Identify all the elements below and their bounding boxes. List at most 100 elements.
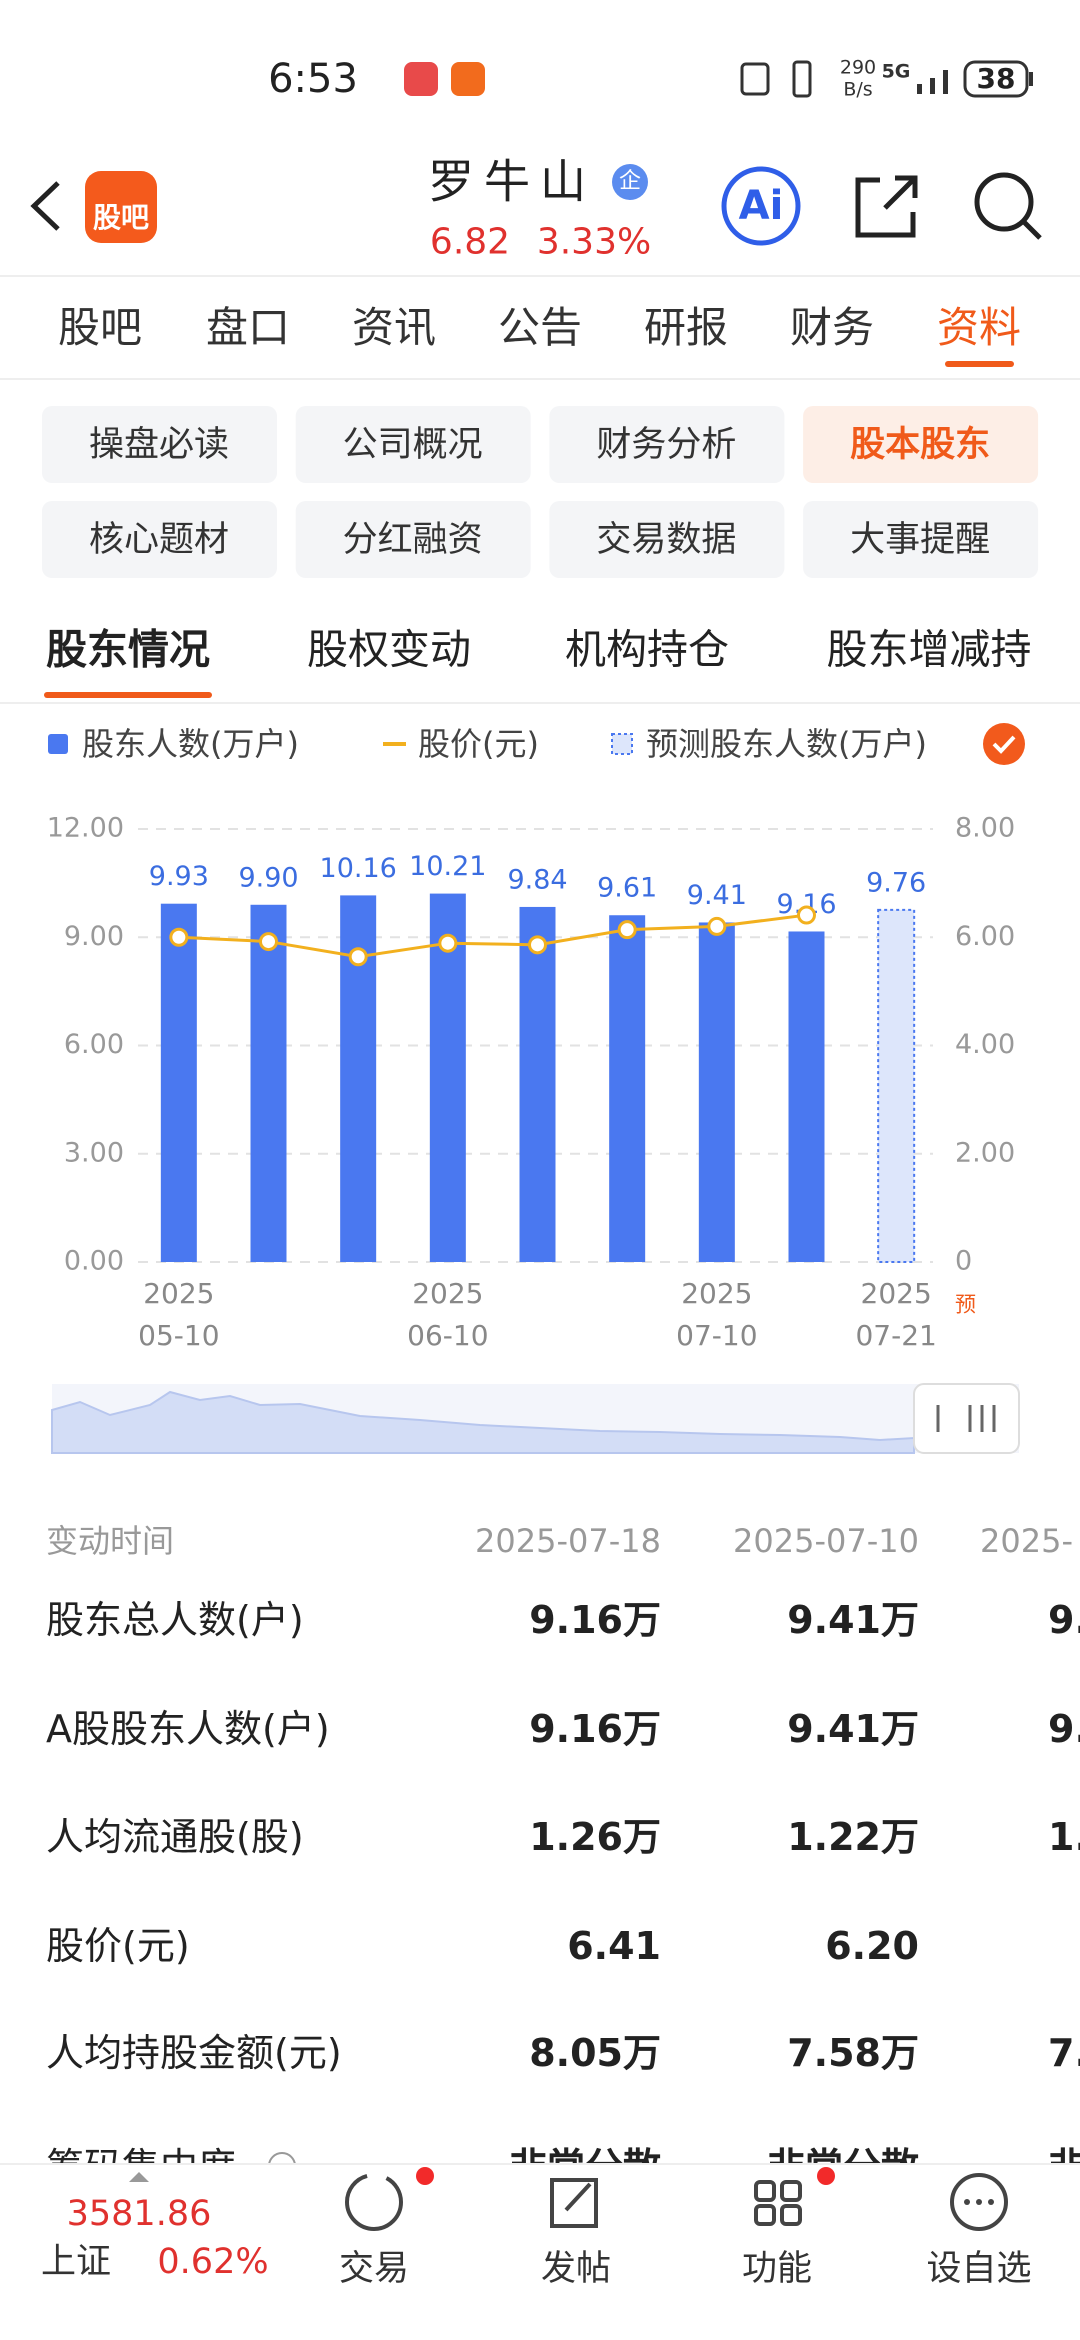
menu-button[interactable]: 股本股东 xyxy=(850,425,991,465)
value-label: 9.84 xyxy=(507,864,567,895)
y-tick-label: 12.00 xyxy=(47,813,124,844)
price-point xyxy=(438,933,458,953)
tab[interactable]: 盘口 xyxy=(205,302,291,352)
index-change[interactable]: 0.62% xyxy=(157,2242,269,2282)
table-label: 股价(元) xyxy=(46,1924,190,1969)
section-tab[interactable]: 股东情况 xyxy=(46,625,210,674)
menu-button-bg xyxy=(803,406,1039,483)
y2-tick-label: 4.00 xyxy=(955,1029,1015,1060)
network-type: 5G xyxy=(881,60,911,83)
index-value[interactable]: 3581.86 xyxy=(66,2194,212,2234)
nav-item[interactable]: 发帖 xyxy=(540,2249,612,2289)
back-icon[interactable] xyxy=(30,181,60,231)
bar xyxy=(609,915,646,1262)
legend-swatch xyxy=(611,733,633,755)
x-tick-label: 2025 07-21 xyxy=(855,1277,937,1352)
value-label: 9.61 xyxy=(597,873,657,904)
ai-icon[interactable] xyxy=(721,166,801,246)
price-point xyxy=(169,927,189,947)
range-navigator[interactable] xyxy=(51,1383,1020,1454)
status-icons xyxy=(740,60,1033,98)
x-tick-label: 2025 07-10 xyxy=(676,1277,758,1352)
bottom-bar xyxy=(0,2163,1080,2340)
y2-tick-label: 0 xyxy=(955,1246,972,1277)
index-name[interactable]: 上证 xyxy=(40,2242,112,2282)
table-value: 9. xyxy=(1048,1707,1080,1752)
y-tick-label: 6.00 xyxy=(64,1029,124,1060)
stock-badge: 企 xyxy=(618,168,642,194)
legend-label[interactable]: 预测股东人数(万户) xyxy=(646,724,927,763)
legend-label[interactable]: 股价(元) xyxy=(418,724,539,763)
menu-button-bg xyxy=(42,501,277,578)
price-point xyxy=(259,932,278,952)
tab[interactable]: 研报 xyxy=(643,302,729,352)
tab[interactable]: 公告 xyxy=(497,302,583,352)
table-value: 1.22万 xyxy=(787,1815,919,1860)
menu-button[interactable]: 分红融资 xyxy=(342,520,483,560)
bar xyxy=(788,931,825,1262)
menu-button[interactable]: 大事提醒 xyxy=(850,520,991,560)
table-value: 9.16万 xyxy=(529,1707,661,1752)
menu-button-bg xyxy=(42,406,277,483)
table-value: 6.41 xyxy=(567,1924,661,1969)
share-icon[interactable] xyxy=(855,175,918,238)
price-point xyxy=(528,935,547,955)
section-indicator xyxy=(44,692,212,698)
app-icon xyxy=(451,62,485,96)
bar xyxy=(429,893,466,1262)
table-value: 1. xyxy=(1048,1815,1080,1860)
bar xyxy=(160,903,197,1262)
stock-price: 6.82 xyxy=(429,221,511,263)
x-tick-label: 2025 06-10 xyxy=(407,1277,489,1352)
nav-item[interactable]: 功能 xyxy=(741,2249,813,2289)
nav-item[interactable]: 交易 xyxy=(338,2249,410,2289)
y-tick-label: 9.00 xyxy=(64,921,124,952)
bar xyxy=(250,904,287,1262)
table-value: 9.41万 xyxy=(787,1707,919,1752)
bar xyxy=(519,906,556,1262)
bar xyxy=(698,922,735,1262)
forecast-bar xyxy=(877,908,916,1263)
nav-item[interactable]: 设自选 xyxy=(926,2249,1032,2289)
y2-tick-label: 2.00 xyxy=(955,1137,1015,1168)
legend-label[interactable]: 股东人数(万户) xyxy=(82,724,299,763)
table-label: A股股东人数(户) xyxy=(46,1707,330,1752)
menu-button-bg xyxy=(549,501,785,578)
menu-button-bg xyxy=(295,501,531,578)
table-value: 9.16万 xyxy=(529,1598,661,1643)
table-value: 8.05万 xyxy=(529,2031,661,2076)
price-point xyxy=(617,920,637,940)
menu-button-bg xyxy=(803,501,1039,578)
tab[interactable]: 股吧 xyxy=(57,302,143,352)
price-point xyxy=(797,905,816,925)
table-value: 9.41万 xyxy=(787,1598,919,1643)
legend-toggle[interactable] xyxy=(983,723,1025,765)
value-label: 9.41 xyxy=(687,880,747,911)
badge-bg xyxy=(612,164,648,200)
section-tab[interactable]: 股权变动 xyxy=(307,625,471,674)
tab[interactable]: 资讯 xyxy=(351,302,437,352)
section-tab[interactable]: 股东增减持 xyxy=(826,625,1032,674)
search-icon[interactable] xyxy=(974,172,1042,240)
tab[interactable]: 资料 xyxy=(936,302,1022,352)
menu-button[interactable]: 财务分析 xyxy=(596,425,737,465)
menu-button[interactable]: 操盘必读 xyxy=(88,425,230,465)
menu-button[interactable]: 公司概况 xyxy=(342,425,483,465)
legend-swatch xyxy=(48,734,68,754)
menu-button[interactable]: 核心题材 xyxy=(88,520,230,560)
tab-indicator xyxy=(945,361,1014,367)
value-label: 9.76 xyxy=(866,867,926,898)
net-unit: B/s xyxy=(843,78,873,101)
table-value: 7.58万 xyxy=(787,2031,919,2076)
logo: 股吧 xyxy=(92,201,150,235)
net-speed: 290 xyxy=(839,56,877,79)
ai-button[interactable]: Ai xyxy=(738,183,784,229)
tab[interactable]: 财务 xyxy=(789,302,875,352)
stock-change: 3.33% xyxy=(536,221,652,263)
price-point xyxy=(707,916,727,936)
table-value: 1.26万 xyxy=(529,1815,661,1860)
menu-button[interactable]: 交易数据 xyxy=(596,520,737,560)
section-tab[interactable]: 机构持仓 xyxy=(565,625,729,674)
